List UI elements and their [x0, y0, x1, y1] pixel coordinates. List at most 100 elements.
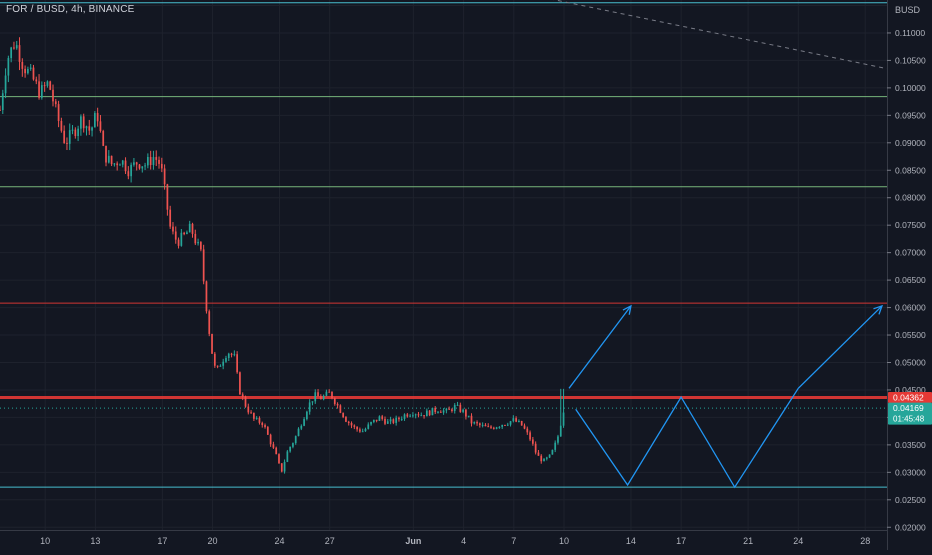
candle-body: [300, 425, 303, 429]
candle-body: [141, 166, 144, 169]
candle-body: [333, 398, 336, 405]
candle-body: [82, 116, 85, 129]
candle-body: [144, 165, 146, 167]
price-tick-label: 0.06000: [895, 303, 926, 313]
candle-body: [105, 145, 107, 163]
price-tick-label: 0.09000: [895, 138, 926, 148]
candles: [0, 37, 565, 474]
candle-body: [247, 406, 250, 413]
price-tick-label: 0.08500: [895, 165, 926, 175]
price-tick-label: 0.10500: [895, 55, 926, 65]
candle-body: [194, 233, 197, 244]
time-tick-label: Jun: [405, 536, 421, 546]
candle-body: [130, 164, 132, 177]
candle-body: [0, 109, 1, 111]
candle-body: [378, 416, 381, 421]
candle-body: [57, 104, 60, 121]
candle-body: [559, 425, 562, 437]
time-axis: 10 13 17 20 24 27 Jun 4 7 10 14 17 21 24 28: [0, 530, 887, 550]
candle-body: [205, 281, 208, 312]
candle-body: [548, 454, 551, 458]
candle-body: [395, 417, 398, 423]
candle-body: [102, 130, 105, 146]
candle-body: [113, 163, 116, 165]
candle-body: [484, 424, 487, 427]
candle-body: [512, 418, 515, 422]
candle-body: [119, 164, 121, 166]
dashed-trendline: [553, 0, 888, 70]
candle-body: [99, 121, 102, 131]
candle-body: [531, 439, 534, 444]
candle-body: [347, 421, 350, 423]
candle-body: [434, 407, 437, 413]
candle-body: [241, 394, 244, 397]
candle-body: [350, 422, 353, 426]
candle-body: [110, 155, 113, 165]
candle-body: [197, 242, 199, 244]
candle-body: [71, 129, 74, 131]
candle-body: [545, 457, 548, 459]
candle-body: [328, 391, 331, 393]
candle-body: [467, 415, 470, 417]
candle-body: [7, 58, 10, 76]
candle-body: [38, 81, 40, 98]
candle-body: [478, 423, 481, 426]
candle-body: [200, 242, 202, 250]
candle-body: [88, 126, 91, 131]
candle-body: [275, 447, 278, 455]
price-tick-label: 0.03000: [895, 467, 926, 477]
candle-body: [85, 126, 88, 129]
candle-body: [43, 85, 46, 87]
arrow-head-icon: [622, 304, 632, 315]
candle-body: [451, 409, 453, 411]
candle-body: [409, 415, 411, 417]
time-tick-label: 17: [157, 536, 167, 546]
candle-body: [278, 454, 280, 464]
trendlines: [553, 0, 888, 70]
candle-body: [465, 409, 467, 417]
time-axis-background: [0, 530, 887, 550]
candle-body: [177, 239, 180, 246]
candle-body: [398, 417, 400, 420]
candle-body: [336, 404, 339, 406]
price-tick-label: 0.09500: [895, 110, 926, 120]
candle-body: [180, 232, 183, 246]
candle-body: [551, 449, 554, 455]
candle-body: [49, 81, 52, 90]
candle-body: [54, 101, 57, 105]
price-tick-label: 0.07500: [895, 220, 926, 230]
price-tick-label: 0.08000: [895, 193, 926, 203]
candle-body: [160, 163, 163, 169]
candle-body: [40, 85, 43, 98]
candle-body: [68, 130, 71, 144]
candle-body: [253, 412, 255, 419]
candle-body: [345, 417, 347, 422]
candle-body: [445, 408, 448, 411]
candle-body: [80, 116, 82, 129]
countdown-label-text: 01:45:48: [893, 415, 925, 424]
candle-body: [216, 365, 219, 367]
price-axis: 0.11000 0.10500 0.10000 0.09500 0.09000 0.085…: [887, 0, 932, 550]
candle-body: [428, 410, 431, 416]
candle-body: [462, 409, 464, 412]
chart-title: FOR / BUSD, 4h, BINANCE: [6, 4, 135, 15]
candle-body: [4, 75, 7, 94]
price-axis-background: [887, 0, 932, 550]
candle-body: [306, 411, 308, 420]
axis-currency: BUSD: [894, 5, 920, 15]
candle-body: [520, 420, 523, 426]
candle-body: [166, 184, 169, 210]
candle-body: [322, 395, 325, 400]
candle-body: [66, 142, 68, 144]
candle-body: [183, 232, 185, 235]
candle-body: [356, 426, 358, 430]
candle-body: [392, 419, 395, 423]
price-tick-label: 0.11000: [895, 28, 925, 38]
candle-body: [420, 415, 423, 417]
time-tick-label: 27: [325, 536, 335, 546]
candle-body: [504, 424, 506, 426]
candle-body: [294, 436, 297, 444]
